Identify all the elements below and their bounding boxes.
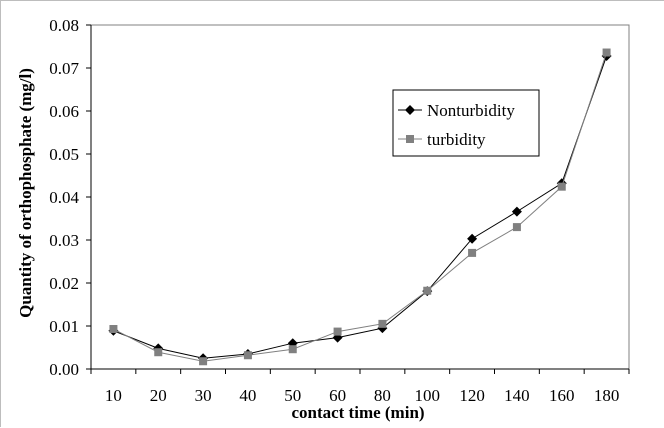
data-point-turbidity	[602, 48, 611, 57]
x-tick-label: 50	[284, 386, 301, 405]
data-point-turbidity	[468, 248, 477, 257]
x-tick-label: 100	[415, 386, 441, 405]
y-tick-label: 0.04	[49, 188, 79, 207]
x-tick-label: 10	[105, 386, 122, 405]
legend-label-nonturbidity: Nonturbidity	[427, 101, 515, 120]
data-point-turbidity	[557, 182, 566, 191]
series-line-turbidity	[113, 52, 608, 362]
plot-area	[90, 24, 630, 370]
x-tick-label: 180	[594, 386, 620, 405]
y-tick-label: 0.07	[49, 59, 79, 78]
y-tick-label: 0.00	[49, 360, 79, 379]
y-tick-label: 0.01	[49, 317, 79, 336]
x-tick-label: 120	[459, 386, 485, 405]
data-point-turbidity	[378, 319, 387, 328]
y-tick-label: 0.08	[49, 16, 79, 35]
legend-square-marker	[406, 135, 414, 143]
data-point-turbidity	[288, 345, 297, 354]
data-point-nonturbidity	[511, 206, 522, 217]
data-point-turbidity	[243, 351, 252, 360]
x-tick-label: 60	[329, 386, 346, 405]
y-tick-label: 0.06	[49, 102, 79, 121]
legend-label-turbidity: turbidity	[427, 130, 486, 149]
data-point-turbidity	[512, 223, 521, 232]
data-point-turbidity	[423, 286, 432, 295]
series-line-nonturbidity	[113, 55, 608, 359]
x-tick-label: 40	[239, 386, 256, 405]
data-point-turbidity	[199, 357, 208, 366]
x-tick-label: 160	[549, 386, 575, 405]
x-axis-title: contact time (min)	[291, 403, 424, 422]
y-axis-title: Quantity of orthophosphate (mg/l)	[16, 68, 35, 318]
y-tick-label: 0.02	[49, 274, 79, 293]
y-tick-label: 0.03	[49, 231, 79, 250]
data-point-turbidity	[154, 348, 163, 357]
data-point-turbidity	[109, 325, 118, 334]
x-tick-label: 140	[504, 386, 530, 405]
x-tick-label: 80	[374, 386, 391, 405]
x-tick-label: 20	[150, 386, 167, 405]
legend	[392, 89, 540, 157]
x-tick-label: 30	[195, 386, 212, 405]
legend-diamond-marker	[405, 105, 415, 115]
data-point-turbidity	[333, 327, 342, 336]
data-point-nonturbidity	[467, 233, 478, 244]
y-tick-label: 0.05	[49, 145, 79, 164]
